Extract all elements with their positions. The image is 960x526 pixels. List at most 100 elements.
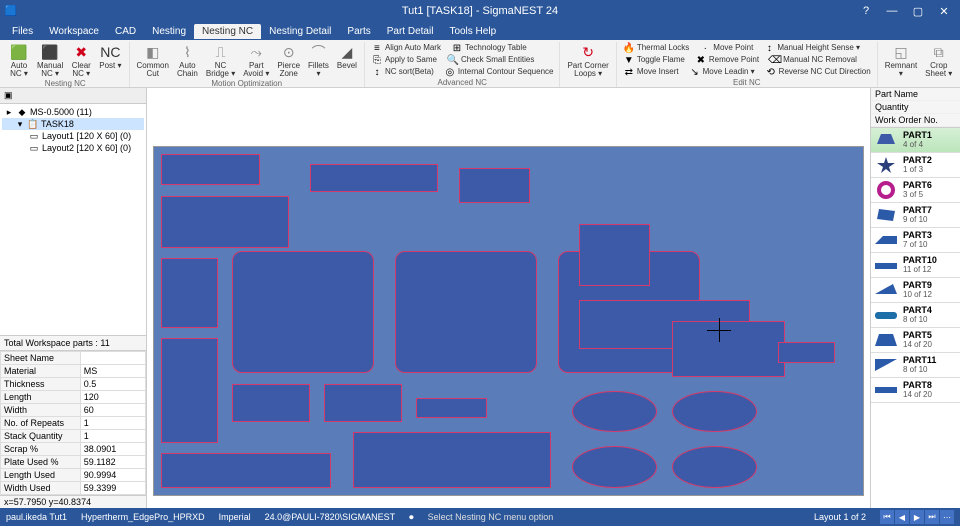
ribbon-move-insert[interactable]: ⇄Move Insert — [621, 66, 681, 78]
ribbon-label: Post ▾ — [99, 62, 121, 70]
nested-part[interactable] — [161, 154, 260, 185]
ribbon-bevel[interactable]: ◢Bevel — [334, 42, 360, 79]
tree-layout[interactable]: ▭Layout1 [120 X 60] (0) — [2, 130, 144, 142]
nested-part[interactable] — [672, 446, 757, 488]
ribbon-part[interactable]: ⤳PartAvoid ▾ — [240, 42, 272, 79]
minimize-button[interactable]: — — [880, 2, 904, 20]
tree-collapse-icon[interactable]: ▣ — [4, 90, 13, 101]
layout-icon: ▭ — [29, 131, 39, 141]
menu-nesting-detail[interactable]: Nesting Detail — [261, 24, 339, 39]
ribbon-align-auto-mark[interactable]: ≡Align Auto Mark — [369, 42, 443, 54]
ribbon-post-[interactable]: NCPost ▾ — [96, 42, 124, 79]
nested-part[interactable] — [353, 432, 552, 488]
nav-more[interactable]: ⋯ — [940, 510, 954, 524]
ribbon-label: Fillets▾ — [308, 62, 329, 78]
menu-nesting-nc[interactable]: Nesting NC — [194, 24, 261, 39]
ribbon-crop[interactable]: ⧉CropSheet ▾ — [922, 42, 955, 86]
help-button[interactable]: ? — [854, 2, 878, 20]
nested-part[interactable] — [778, 342, 835, 363]
menu-part-detail[interactable]: Part Detail — [379, 24, 442, 39]
ribbon-icon: 🟩 — [10, 43, 28, 61]
part-item-part4[interactable]: PART48 of 10 — [871, 303, 960, 328]
nesting-canvas[interactable] — [153, 146, 864, 496]
nested-part[interactable] — [161, 196, 289, 248]
nested-part[interactable] — [572, 446, 657, 488]
ribbon-icon: ⊙ — [280, 43, 298, 61]
ribbon-toggle-flame[interactable]: ▼Toggle Flame — [621, 54, 687, 66]
part-qty: 8 of 10 — [903, 316, 932, 325]
ribbon-nc[interactable]: ⎍NCBridge ▾ — [203, 42, 238, 79]
menu-parts[interactable]: Parts — [339, 24, 378, 39]
ribbon-nc-sort-beta-[interactable]: ↕NC sort(Beta) — [369, 66, 436, 78]
tree-layout[interactable]: ▭Layout2 [120 X 60] (0) — [2, 142, 144, 154]
nested-part[interactable] — [161, 258, 218, 328]
ribbon-common[interactable]: ◧CommonCut — [134, 42, 172, 79]
ribbon-manual-height-sense-[interactable]: ↕Manual Height Sense ▾ — [761, 42, 862, 54]
ribbon-remove-point[interactable]: ✖Remove Point — [693, 54, 761, 66]
tree-layout-label: Layout2 [120 X 60] (0) — [42, 143, 131, 153]
ribbon-icon: 🔥 — [623, 42, 635, 54]
parts-header: Part Name Quantity Work Order No. — [871, 88, 960, 128]
part-item-part2[interactable]: PART21 of 3 — [871, 153, 960, 178]
part-item-part9[interactable]: PART910 of 12 — [871, 278, 960, 303]
status-units: Imperial — [219, 512, 251, 522]
expand-icon[interactable]: ▾ — [15, 119, 25, 129]
ribbon-move-leadin-[interactable]: ↘Move Leadin ▾ — [687, 66, 757, 78]
nested-part[interactable] — [232, 384, 310, 422]
close-button[interactable]: ✕ — [932, 2, 956, 20]
ribbon-clear[interactable]: ✖ClearNC ▾ — [68, 42, 94, 79]
menu-files[interactable]: Files — [4, 24, 41, 39]
ribbon-internal-contour-sequence[interactable]: ◎Internal Contour Sequence — [442, 66, 556, 78]
nav-prev[interactable]: ◀ — [895, 510, 909, 524]
part-item-part3[interactable]: PART37 of 10 — [871, 228, 960, 253]
nested-part[interactable] — [579, 224, 650, 287]
ribbon-auto[interactable]: ⌇AutoChain — [174, 42, 201, 79]
ribbon-move-point[interactable]: ·Move Point — [697, 42, 755, 54]
menu-nesting[interactable]: Nesting — [144, 24, 194, 39]
part-item-part7[interactable]: PART79 of 10 — [871, 203, 960, 228]
ribbon-pierce[interactable]: ⊙PierceZone — [274, 42, 303, 79]
menu-workspace[interactable]: Workspace — [41, 24, 107, 39]
titlebar: 🟦 Tut1 [TASK18] - SigmaNEST 24 ? — ▢ ✕ — [0, 0, 960, 22]
nav-last[interactable]: ⏭ — [925, 510, 939, 524]
menu-tools-help[interactable]: Tools Help — [441, 24, 504, 39]
nested-part[interactable] — [161, 453, 331, 488]
workspace-tree: ▸ ◆ MS-0.5000 (11) ▾ 📋 TASK18 ▭Layout1 [… — [0, 104, 146, 156]
ribbon-part-corner[interactable]: ↻Part CornerLoops ▾ — [564, 42, 611, 86]
ribbon-manual-nc-removal[interactable]: ⌫Manual NC Removal — [767, 54, 859, 66]
nav-next[interactable]: ▶ — [910, 510, 924, 524]
nested-part[interactable] — [161, 338, 218, 442]
nested-part[interactable] — [572, 391, 657, 433]
part-item-part5[interactable]: PART514 of 20 — [871, 328, 960, 353]
tree-root[interactable]: ▸ ◆ MS-0.5000 (11) — [2, 106, 144, 118]
menu-cad[interactable]: CAD — [107, 24, 144, 39]
part-item-part1[interactable]: PART14 of 4 — [871, 128, 960, 153]
prop-val: 1 — [80, 430, 145, 443]
ribbon-reverse-nc-cut-direction[interactable]: ⟲Reverse NC Cut Direction — [763, 66, 873, 78]
ribbon-thermal-locks[interactable]: 🔥Thermal Locks — [621, 42, 691, 54]
nested-part[interactable] — [324, 384, 402, 422]
prop-val: 120 — [80, 391, 145, 404]
nav-first[interactable]: ⏮ — [880, 510, 894, 524]
part-item-part11[interactable]: PART118 of 10 — [871, 353, 960, 378]
ribbon-manual[interactable]: ⬛ManualNC ▾ — [34, 42, 66, 79]
ribbon-remnant[interactable]: ◱Remnant▾ — [882, 42, 920, 86]
tree-task[interactable]: ▾ 📋 TASK18 — [2, 118, 144, 130]
part-item-part8[interactable]: PART814 of 20 — [871, 378, 960, 403]
nested-part[interactable] — [395, 251, 537, 373]
ribbon-auto[interactable]: 🟩AutoNC ▾ — [6, 42, 32, 79]
nested-part[interactable] — [232, 251, 374, 373]
canvas-area[interactable] — [147, 88, 870, 508]
ribbon-check-small-entities[interactable]: 🔍Check Small Entities — [445, 54, 536, 66]
part-item-part10[interactable]: PART1011 of 12 — [871, 253, 960, 278]
nested-part[interactable] — [672, 391, 757, 433]
expand-icon[interactable]: ▸ — [4, 107, 14, 117]
ribbon-apply-to-same[interactable]: ⎘Apply to Same — [369, 54, 439, 66]
nested-part[interactable] — [416, 398, 487, 419]
nested-part[interactable] — [459, 168, 530, 203]
nested-part[interactable] — [310, 164, 438, 192]
part-item-part6[interactable]: PART63 of 5 — [871, 178, 960, 203]
ribbon-fillets[interactable]: ⌒Fillets▾ — [305, 42, 332, 79]
ribbon-technology-table[interactable]: ⊞Technology Table — [449, 42, 529, 54]
maximize-button[interactable]: ▢ — [906, 2, 930, 20]
